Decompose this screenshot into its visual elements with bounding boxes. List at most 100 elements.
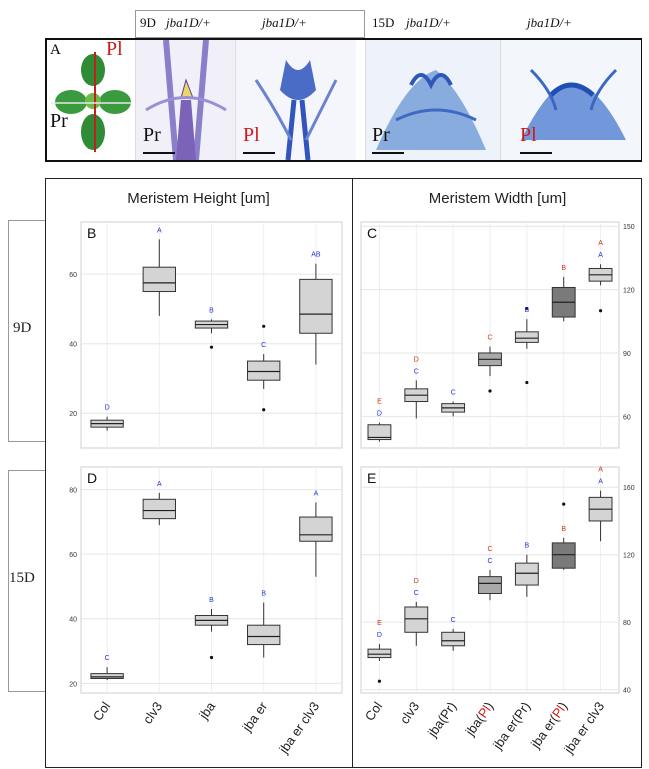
significance-letter: E <box>377 620 382 627</box>
y-tick-label: 90 <box>623 351 631 358</box>
column-header-width: Meristem Width [um] <box>428 190 567 207</box>
box-1: CD <box>404 578 429 646</box>
significance-letter: C <box>451 617 456 624</box>
box-body <box>247 360 281 381</box>
y-tick-label: 120 <box>623 553 635 560</box>
x-axis-labels-height: Col clv3 jba jba er jba er clv3 <box>55 695 352 769</box>
x-tick-label: clv3 <box>140 699 166 727</box>
significance-letter: C <box>414 368 419 375</box>
boxplot-meristem-height-15d: 20 40 60 80 D C A B B A <box>69 466 343 694</box>
box-body <box>247 624 281 646</box>
micrograph-9d-pl <box>235 40 356 160</box>
significance-letter: A <box>157 481 162 488</box>
panel-title-b: B <box>87 225 96 241</box>
strip-header-9d-genotype-2: jba1D/+ <box>262 15 307 30</box>
rosette-image <box>51 52 131 152</box>
significance-letter: B <box>209 597 214 604</box>
box-body <box>514 562 539 586</box>
significance-letter: B <box>525 307 530 314</box>
y-tick-label: 20 <box>69 411 77 418</box>
outlier-point <box>209 655 214 660</box>
box-6: AA <box>588 240 613 313</box>
y-tick-label: 60 <box>69 552 77 559</box>
significance-letter: C <box>261 342 266 349</box>
box-body <box>404 606 429 633</box>
significance-letter: B <box>525 543 530 550</box>
significance-letter: B <box>561 526 566 533</box>
box-body <box>551 542 576 569</box>
box-body <box>142 498 176 520</box>
box-5: B <box>551 502 576 570</box>
y-tick-label: 80 <box>623 620 631 627</box>
outlier-point <box>262 408 266 412</box>
strip-header-15d-genotype-1: jba1D/+ <box>406 15 451 30</box>
box-2: C <box>441 390 466 417</box>
outlier-point <box>562 502 566 506</box>
scale-bar <box>520 152 552 154</box>
box-2: B <box>194 307 229 349</box>
y-tick-label: 60 <box>623 414 631 421</box>
significance-letter: A <box>314 491 319 498</box>
box-1: A <box>142 227 176 316</box>
box-3: CC <box>478 546 502 601</box>
x-tick-label: Col <box>362 699 386 724</box>
box-body <box>90 673 124 679</box>
row-label-box-15d <box>8 470 45 692</box>
grid-divider <box>352 178 353 768</box>
box-6: AA <box>588 467 613 542</box>
panel-title-e: E <box>367 470 376 486</box>
significance-letter: A <box>598 479 603 486</box>
micrograph-15d-pr <box>365 40 501 160</box>
significance-letter: C <box>487 546 492 553</box>
box-body <box>441 631 466 647</box>
box-2: B <box>194 597 229 660</box>
x-tick-label: clv3 <box>397 699 423 727</box>
significance-letter: A <box>598 467 603 474</box>
y-tick-label: 80 <box>69 488 77 495</box>
significance-letter: C <box>487 335 492 342</box>
micrograph-label-4: Pl <box>520 124 537 146</box>
scale-bar <box>372 152 404 154</box>
box-4: B <box>514 543 539 597</box>
y-tick-label: 20 <box>69 681 77 688</box>
significance-letter: D <box>414 578 419 585</box>
box-body <box>299 278 333 334</box>
y-tick-label: 60 <box>69 272 77 279</box>
box-3: C <box>478 335 502 393</box>
significance-letter: A <box>598 252 603 259</box>
outlier-point <box>598 309 603 313</box>
y-tick-label: 40 <box>69 617 77 624</box>
panel-title-d: D <box>87 470 97 486</box>
y-tick-label: 160 <box>623 485 635 492</box>
strip-header-15d: 15D <box>372 15 395 30</box>
significance-letter: AB <box>311 252 321 259</box>
significance-letter: D <box>377 632 382 639</box>
y-tick-label: 120 <box>623 288 635 295</box>
rosette-pr-label: Pr <box>50 110 68 132</box>
panel-letter-a: A <box>50 42 61 58</box>
outlier-point <box>209 345 214 349</box>
y-tick-label: 40 <box>69 342 77 349</box>
x-axis-labels-width: Col clv3 jba(Pr) jba(Pl) jba er(Pr) jba er(Pl… <box>355 695 649 769</box>
panel-title-c: C <box>367 225 377 241</box>
outlier-point <box>525 306 529 311</box>
row-label-box-9d <box>8 220 45 442</box>
column-header-height: Meristem Height [um] <box>127 190 270 207</box>
row-label-15d: 15D <box>9 570 35 586</box>
significance-letter: C <box>451 390 456 397</box>
box-body <box>367 648 392 659</box>
strip-header-box <box>135 10 365 38</box>
x-tick-label: jba <box>195 699 218 722</box>
outlier-point <box>377 679 382 683</box>
scale-bar <box>243 152 275 154</box>
x-tick-label: Col <box>89 699 114 724</box>
significance-letter: E <box>377 399 382 406</box>
strip-header-9d-genotype-1: jba1D/+ <box>166 15 211 30</box>
x-tick-label: jba er clv3 <box>275 699 323 757</box>
chart-grid-frame <box>45 178 642 768</box>
significance-letter: D <box>105 405 110 412</box>
micrograph-label-1: Pr <box>143 124 161 146</box>
